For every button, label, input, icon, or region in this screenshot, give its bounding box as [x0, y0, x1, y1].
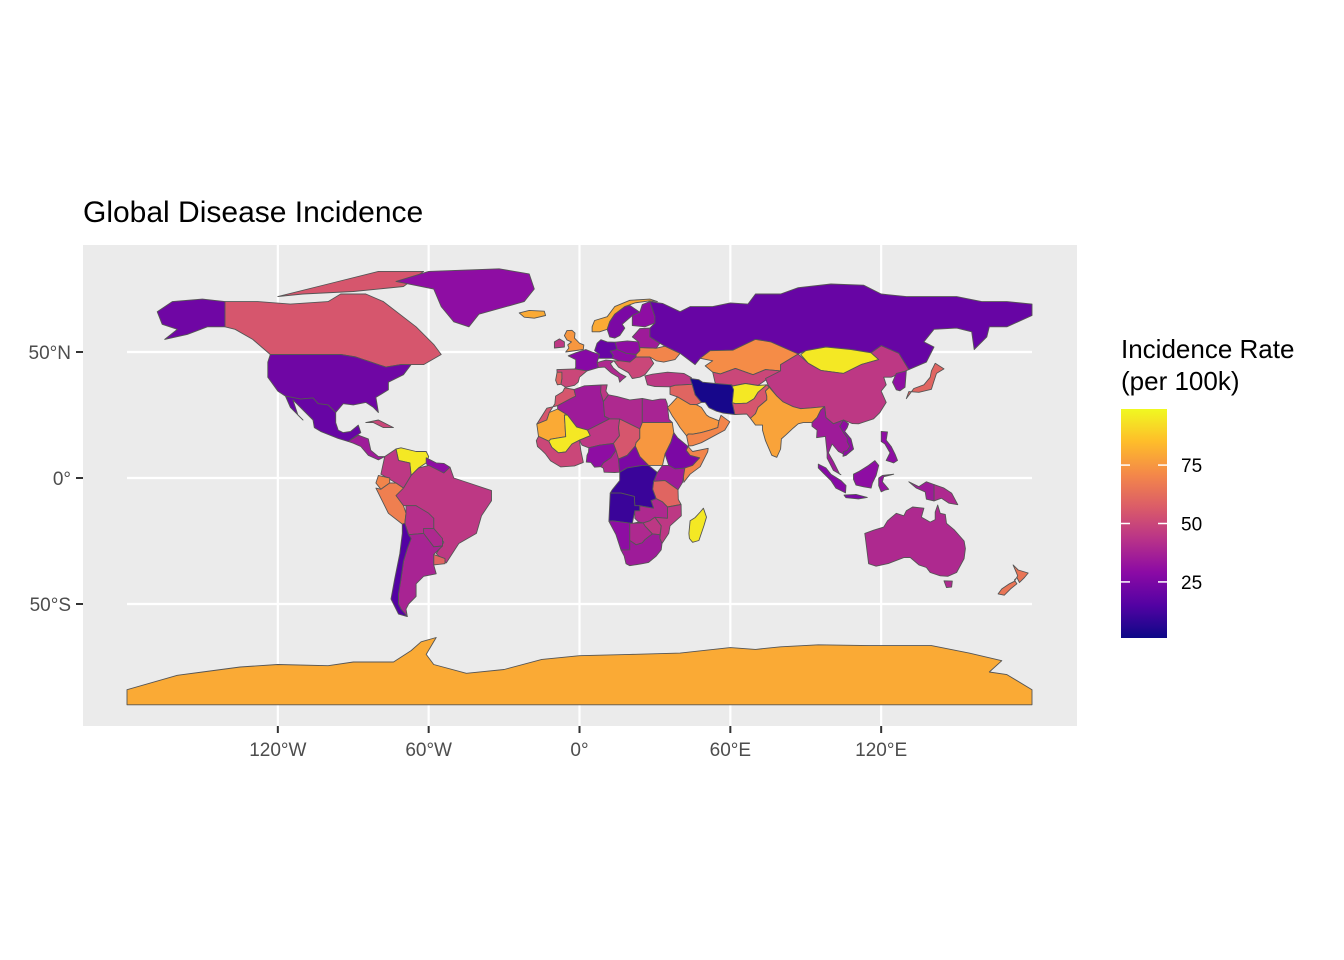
y-tick-label: 0° [53, 469, 71, 490]
region-portugal [555, 371, 563, 386]
region-cuba [365, 419, 394, 429]
region-canada [224, 293, 442, 368]
legend-ticks: 75 50 25 [1121, 456, 1202, 594]
region-philippines [880, 430, 898, 464]
x-tick-label: 60°W [405, 740, 452, 761]
region-south-africa [620, 533, 663, 567]
region-sulawesi [878, 473, 895, 493]
legend-tick-label: 75 [1181, 456, 1202, 477]
x-axis: 120°W 60°W 0° 60°E 120°E [249, 726, 907, 761]
region-west-africa-coast [535, 435, 584, 468]
region-mexico [284, 395, 362, 442]
region-somalia [682, 446, 709, 483]
region-united-kingdom [563, 329, 585, 353]
region-korea [892, 370, 907, 392]
region-borneo [853, 460, 880, 489]
region-alaska-usa- [156, 298, 226, 340]
region-indonesia [817, 463, 847, 494]
region-balkans [613, 356, 655, 379]
legend-title-line2: (per 100k) [1121, 366, 1240, 396]
x-tick-label: 120°W [249, 740, 306, 761]
y-tick-label: 50°S [30, 595, 71, 616]
country-polygons [126, 268, 1033, 706]
legend-tick-label: 25 [1181, 573, 1202, 594]
region-new-guinea-west [908, 481, 935, 502]
legend-tick-label: 50 [1181, 515, 1202, 536]
color-legend: Incidence Rate (per 100k) 75 50 25 [1121, 334, 1294, 638]
y-tick-label: 50°N [29, 343, 71, 364]
region-greenland [395, 268, 535, 328]
x-tick-label: 0° [570, 740, 588, 761]
region-antarctica [126, 637, 1033, 706]
region-papua-new-guinea [933, 484, 959, 506]
region-madagascar [688, 507, 707, 543]
region-vietnam [839, 419, 854, 457]
y-axis: 50°N 0° 50°S [29, 343, 83, 616]
region-iceland [518, 309, 547, 319]
region-australia [864, 504, 966, 577]
region-iraq-syria [669, 383, 702, 406]
region-tasmania [943, 580, 953, 589]
map-title: Global Disease Incidence [83, 196, 423, 229]
region-chile [390, 522, 412, 618]
x-tick-label: 60°E [710, 740, 751, 761]
legend-title-line1: Incidence Rate [1121, 334, 1294, 364]
region-yemen-oman [686, 414, 731, 447]
region-new-zealand [997, 564, 1029, 596]
x-tick-label: 120°E [855, 740, 907, 761]
region-japan [905, 362, 945, 400]
region-java [843, 493, 868, 500]
region-ireland [553, 338, 565, 349]
region-russia [649, 283, 1033, 371]
region-italy [596, 359, 627, 383]
